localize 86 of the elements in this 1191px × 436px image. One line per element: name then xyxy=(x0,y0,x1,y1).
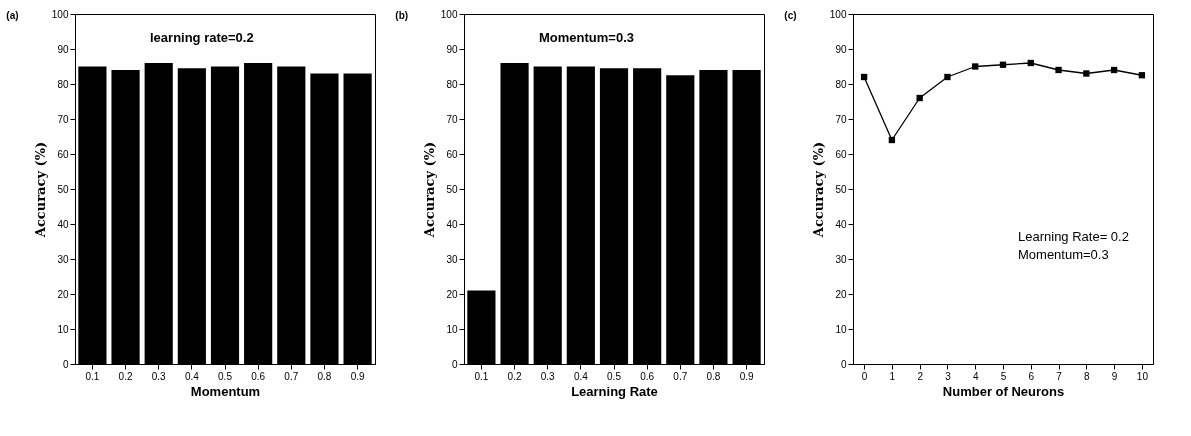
point xyxy=(1027,59,1034,67)
point xyxy=(888,136,896,144)
y-tick-label: 20 xyxy=(446,288,458,300)
x-tick-label: 0.8 xyxy=(706,370,721,382)
y-tick-label: 80 xyxy=(57,78,69,90)
y-tick-label: 10 xyxy=(446,323,458,335)
annotation: Momentum=0.3 xyxy=(539,29,634,45)
x-tick-label: 0.5 xyxy=(218,370,233,382)
y-tick-label: 20 xyxy=(57,288,69,300)
y-tick-label: 80 xyxy=(835,78,847,90)
x-tick-label: 0.2 xyxy=(118,370,133,382)
y-tick-label: 90 xyxy=(57,43,69,55)
x-tick-label: 0.6 xyxy=(251,370,266,382)
y-tick-label: 30 xyxy=(835,253,847,265)
x-tick-label: 5 xyxy=(1000,370,1007,382)
x-tick-label: 4 xyxy=(972,370,979,382)
y-tick-label: 60 xyxy=(57,148,69,160)
x-tick-label: 2 xyxy=(917,370,924,382)
y-tick-label: 70 xyxy=(835,113,847,125)
x-tick-label: 0.9 xyxy=(739,370,754,382)
x-tick-label: 8 xyxy=(1084,370,1091,382)
y-tick-label: 40 xyxy=(835,218,847,230)
y-tick-label: 30 xyxy=(57,253,69,265)
y-tick-label: 60 xyxy=(835,148,847,160)
chart-title: (a) xyxy=(6,10,19,21)
point xyxy=(1110,66,1118,74)
y-tick-label: 100 xyxy=(829,8,847,20)
x-tick-label: 0.7 xyxy=(673,370,688,382)
x-tick-label: 0.7 xyxy=(284,370,299,382)
x-tick-label: 0.3 xyxy=(540,370,556,382)
x-axis-title: Learning Rate xyxy=(571,383,658,399)
x-tick-label: 10 xyxy=(1136,370,1149,382)
y-axis-title: Accuracy (%) xyxy=(32,141,48,239)
x-tick-label: 6 xyxy=(1028,370,1035,382)
y-tick-label: 40 xyxy=(57,218,69,230)
point xyxy=(860,73,868,81)
y-tick-label: 90 xyxy=(835,43,847,55)
x-tick-label: 0.5 xyxy=(607,370,622,382)
x-tick-label: 0 xyxy=(861,370,868,382)
y-tick-label: 20 xyxy=(835,288,847,300)
chart-title: (b) xyxy=(395,10,409,21)
y-tick-label: 50 xyxy=(57,183,69,195)
y-tick-label: 0 xyxy=(451,358,458,370)
x-axis-title: Momentum xyxy=(190,383,261,399)
point xyxy=(916,94,923,102)
y-tick-label: 10 xyxy=(57,323,69,335)
annotation: Learning Rate= 0.2 xyxy=(1018,229,1129,244)
x-tick-label: 0.8 xyxy=(317,370,332,382)
annotation: Momentum=0.3 xyxy=(1018,246,1109,262)
y-axis-title: Accuracy (%) xyxy=(810,141,826,239)
x-tick-label: 0.6 xyxy=(640,370,655,382)
y-tick-label: 70 xyxy=(57,113,69,125)
y-tick-label: 60 xyxy=(446,148,458,160)
x-tick-label: 0.1 xyxy=(85,370,100,382)
y-tick-label: 0 xyxy=(62,358,69,370)
y-tick-label: 0 xyxy=(840,358,847,370)
x-tick-label: 0.3 xyxy=(151,370,167,382)
chart-title: (c) xyxy=(784,10,797,21)
y-axis-title: Accuracy (%) xyxy=(421,141,437,239)
point xyxy=(1083,70,1090,77)
point xyxy=(944,73,951,81)
y-tick-label: 100 xyxy=(51,8,69,20)
x-tick-label: 3 xyxy=(945,370,952,382)
y-tick-label: 100 xyxy=(440,8,458,20)
y-tick-label: 40 xyxy=(446,218,458,230)
x-tick-label: 7 xyxy=(1056,370,1063,382)
x-tick-label: 1 xyxy=(889,370,896,382)
y-tick-label: 10 xyxy=(835,323,847,335)
y-tick-label: 90 xyxy=(446,43,458,55)
point xyxy=(972,63,979,70)
x-tick-label: 0.2 xyxy=(507,370,522,382)
point xyxy=(1055,66,1062,74)
annotation: learning rate=0.2 xyxy=(150,29,254,45)
y-tick-label: 80 xyxy=(446,78,458,90)
y-tick-label: 30 xyxy=(446,253,458,265)
x-tick-label: 9 xyxy=(1111,370,1118,382)
point xyxy=(999,61,1007,68)
y-tick-label: 50 xyxy=(446,183,458,195)
x-tick-label: 0.1 xyxy=(474,370,489,382)
x-tick-label: 0.9 xyxy=(350,370,365,382)
x-tick-label: 0.4 xyxy=(573,370,589,382)
x-axis-title: Number of Neurons xyxy=(942,383,1065,399)
y-tick-label: 70 xyxy=(446,113,458,125)
x-tick-label: 0.4 xyxy=(184,370,200,382)
point xyxy=(1138,72,1146,79)
y-tick-label: 50 xyxy=(835,183,847,195)
